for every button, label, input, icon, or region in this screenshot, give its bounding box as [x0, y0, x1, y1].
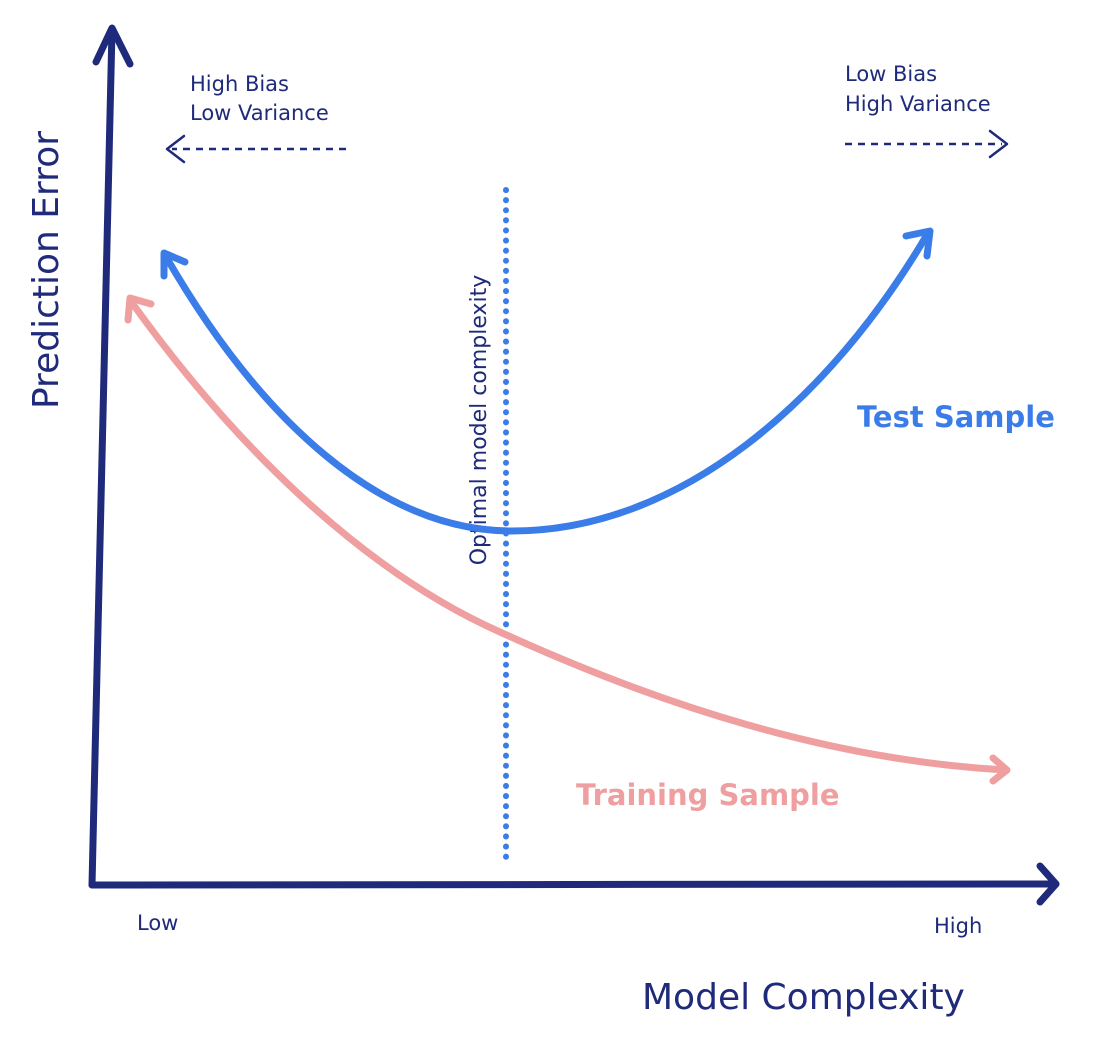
x-low-label: Low — [137, 911, 178, 935]
x-axis-label: Model Complexity — [642, 977, 965, 1018]
right-region-arrowhead — [988, 129, 1009, 159]
training-curve-start-arrowhead — [124, 294, 155, 324]
test-sample-label: Test Sample — [857, 400, 1055, 434]
y-axis — [88, 26, 116, 889]
training-sample-curve — [126, 296, 1009, 774]
test-sample-curve — [161, 229, 932, 535]
training-curve-end-arrowhead — [989, 754, 1011, 785]
y-axis-arrowhead — [92, 24, 134, 68]
left-region-line2: Low Variance — [190, 101, 329, 125]
y-axis-label: Prediction Error — [26, 131, 67, 409]
x-high-label: High — [934, 914, 982, 938]
optimal-complexity-label: Optimal model complexity — [467, 275, 492, 566]
x-axis — [88, 880, 1060, 889]
training-sample-label: Training Sample — [576, 778, 840, 812]
test-curve-start-arrowhead — [160, 249, 189, 280]
right-region-line2: High Variance — [845, 92, 991, 116]
left-region-arrowhead — [165, 134, 186, 164]
test-curve-end-arrowhead — [902, 227, 934, 260]
left-region-line1: High Bias — [190, 72, 289, 96]
x-axis-arrowhead — [1036, 862, 1060, 906]
right-region-line1: Low Bias — [845, 62, 937, 86]
